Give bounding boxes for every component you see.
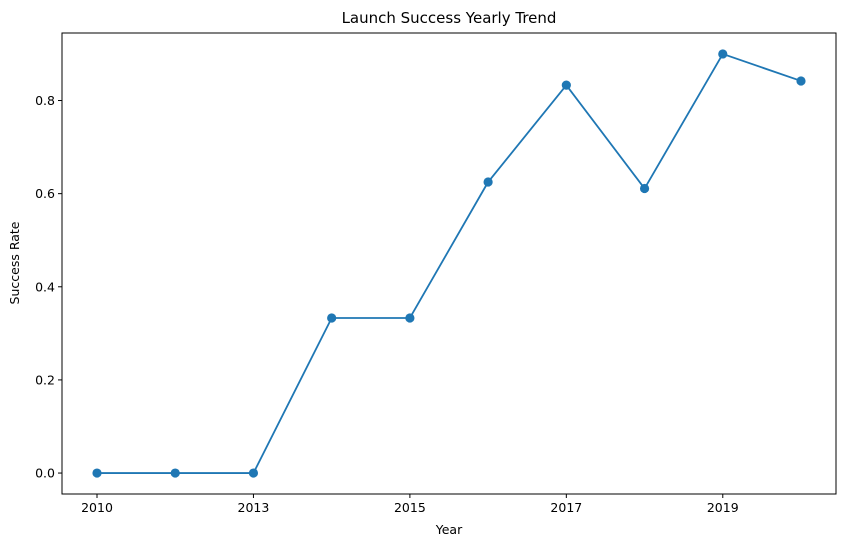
x-tick-label: 2019 bbox=[707, 500, 739, 515]
y-tick-label: 0.6 bbox=[35, 186, 55, 201]
y-tick-label: 0.2 bbox=[35, 372, 55, 387]
data-point bbox=[405, 313, 415, 323]
data-point bbox=[718, 49, 728, 59]
y-tick-label: 0.4 bbox=[35, 279, 55, 294]
y-axis-label: Success Rate bbox=[7, 221, 22, 304]
data-point bbox=[170, 468, 180, 478]
x-tick-label: 2013 bbox=[238, 500, 270, 515]
data-point bbox=[796, 76, 806, 86]
data-point bbox=[248, 468, 259, 478]
data-point bbox=[483, 177, 493, 187]
data-point bbox=[92, 468, 102, 478]
data-point bbox=[327, 313, 337, 323]
x-axis-ticks: 2010 2013 2015 2017 2019 bbox=[81, 494, 739, 515]
plot-area bbox=[61, 32, 837, 495]
data-point bbox=[561, 80, 571, 90]
x-tick-label: 2015 bbox=[394, 500, 426, 515]
series-layer bbox=[92, 49, 806, 478]
x-axis-label: Year bbox=[435, 522, 463, 537]
data-point bbox=[639, 183, 650, 194]
chart-title: Launch Success Yearly Trend bbox=[342, 9, 557, 27]
y-axis-ticks: 0.0 0.2 0.4 0.6 0.8 bbox=[35, 93, 62, 481]
x-tick-label: 2017 bbox=[550, 500, 582, 515]
series-line bbox=[97, 53, 802, 474]
x-tick-label: 2010 bbox=[81, 500, 113, 515]
plot-frame bbox=[61, 32, 837, 495]
y-tick-label: 0.0 bbox=[35, 466, 55, 481]
y-tick-label: 0.8 bbox=[35, 93, 55, 108]
